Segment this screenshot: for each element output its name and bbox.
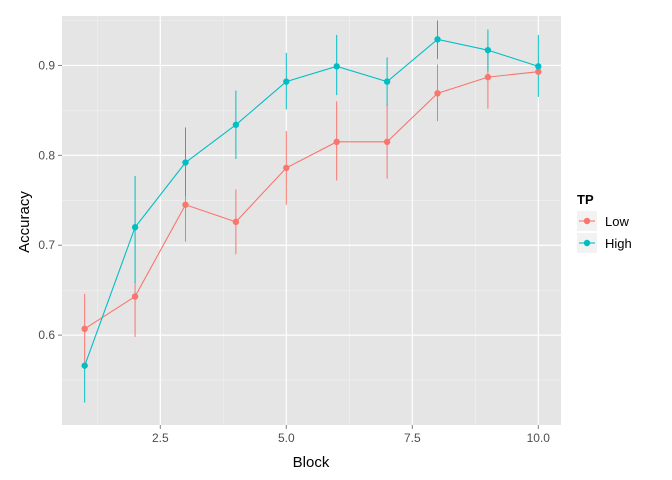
data-point-low: [535, 68, 542, 75]
data-point-low: [333, 138, 340, 146]
legend-label-low: Low: [605, 214, 629, 229]
x-tick-label: 10.0: [527, 431, 551, 445]
y-axis-title: Accuracy: [16, 191, 33, 253]
series-lines: [84, 38, 539, 366]
plot-panel: [62, 16, 561, 425]
legend-items: Low High: [577, 211, 632, 253]
data-point-high: [283, 78, 290, 85]
data-point-low: [81, 325, 88, 333]
data-point-high: [131, 224, 139, 231]
series-line-low: [84, 71, 539, 330]
data-point-low: [182, 201, 189, 208]
data-point-high: [333, 63, 340, 70]
legend-key-point-low: [583, 217, 591, 225]
data-point-high: [232, 121, 240, 128]
x-tick-label: 7.5: [404, 431, 421, 445]
data-point-high: [434, 36, 441, 43]
data-point-high: [182, 159, 189, 166]
x-tick-label: 5.0: [278, 431, 295, 445]
data-point-low: [434, 90, 441, 97]
x-axis-title: Block: [293, 454, 330, 471]
legend: TP Low High: [577, 192, 632, 253]
data-point-low: [484, 73, 492, 81]
y-tick-label: 0.9: [38, 58, 55, 72]
data-point-low: [283, 164, 290, 172]
data-point-low: [383, 138, 391, 146]
y-tick-label: 0.6: [38, 328, 55, 342]
data-point-high: [81, 362, 88, 369]
data-point-high: [383, 78, 391, 85]
y-tick-label: 0.7: [38, 238, 55, 252]
series-points: [81, 36, 542, 369]
data-point-low: [131, 293, 139, 300]
x-axis-ticks: 2.5 5.0 7.5 10.0: [152, 425, 550, 445]
x-tick-label: 2.5: [152, 431, 169, 445]
legend-label-high: High: [605, 236, 632, 251]
y-axis-ticks: 0.6 0.7 0.8 0.9: [38, 58, 62, 342]
minor-gridlines: [62, 16, 561, 425]
series-line-high: [84, 38, 539, 366]
data-point-low: [232, 218, 240, 226]
legend-key-point-high: [583, 239, 591, 247]
y-tick-label: 0.8: [38, 148, 55, 162]
legend-title: TP: [577, 192, 594, 207]
data-point-high: [535, 63, 542, 70]
data-point-high: [484, 46, 492, 54]
